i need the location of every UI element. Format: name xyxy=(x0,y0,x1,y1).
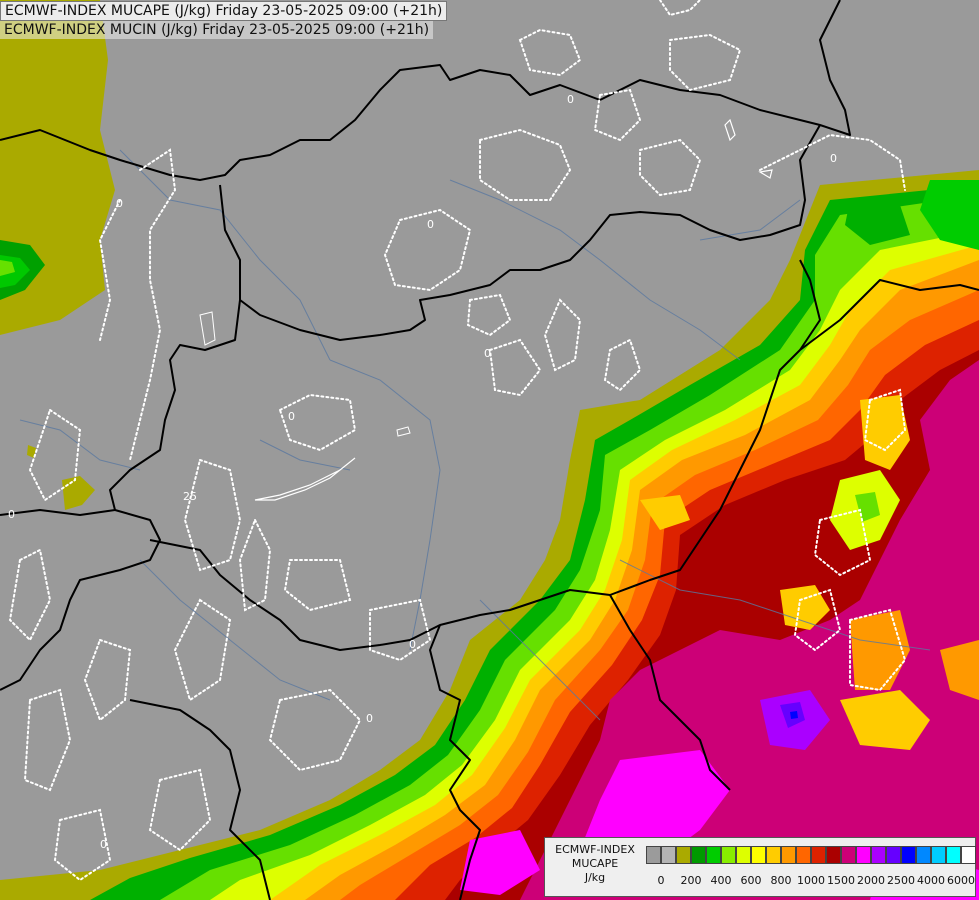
legend-swatch xyxy=(841,846,856,864)
legend-tick-label: 400 xyxy=(710,874,732,887)
legend-swatch xyxy=(886,846,901,864)
legend-tick-label: 4000 xyxy=(917,874,945,887)
contour-label: 25 xyxy=(183,490,197,503)
legend-swatch xyxy=(676,846,691,864)
contour-label: 0 xyxy=(427,218,434,231)
legend-swatch xyxy=(721,846,736,864)
legend-tick-label: 200 xyxy=(680,874,702,887)
legend-swatch xyxy=(856,846,871,864)
contour-label: 0 xyxy=(830,152,837,165)
legend-title-line: ECMWF-INDEX xyxy=(555,843,635,856)
legend-swatch xyxy=(796,846,811,864)
contour-label: 0 xyxy=(8,508,15,521)
legend-swatch xyxy=(766,846,781,864)
legend-swatch xyxy=(826,846,841,864)
legend-tick-label: 2000 xyxy=(857,874,885,887)
legend-swatch xyxy=(931,846,946,864)
legend-swatch xyxy=(781,846,796,864)
legend-swatch xyxy=(946,846,961,864)
legend-swatch xyxy=(811,846,826,864)
contour-label: 0 xyxy=(288,410,295,423)
legend-tick-label: 2500 xyxy=(887,874,915,887)
legend-tick-label: 800 xyxy=(770,874,792,887)
legend-swatch xyxy=(646,846,661,864)
contour-label: 0 xyxy=(409,638,416,651)
legend-tick-label: 6000 xyxy=(947,874,975,887)
legend-ticks: 0 200 400 600 800 1000 1500 2000 2500 4000 6000 xyxy=(646,874,976,888)
legend-swatch xyxy=(736,846,751,864)
legend-swatch xyxy=(691,846,706,864)
colour-legend: ECMWF-INDEX MUCAPE J/kg 0 200 400 600 800 100… xyxy=(544,837,976,897)
border-north xyxy=(0,0,851,181)
contour-label: 0 xyxy=(366,712,373,725)
contour-label: 0 xyxy=(116,197,123,210)
legend-title-line: MUCAPE xyxy=(571,857,619,870)
legend-tick-label: 0 xyxy=(657,874,665,887)
contour-label: 0 xyxy=(100,838,107,851)
legend-swatch xyxy=(961,846,976,864)
legend-tick-label: 1500 xyxy=(827,874,855,887)
legend-swatch xyxy=(706,846,721,864)
contour-label: 0 xyxy=(567,93,574,106)
legend-swatch xyxy=(916,846,931,864)
legend-tick-label: 600 xyxy=(740,874,762,887)
legend-swatch xyxy=(661,846,676,864)
contour-label: 0 xyxy=(484,347,491,360)
legend-swatches xyxy=(646,846,976,864)
legend-tick-label: 1000 xyxy=(797,874,825,887)
legend-swatch xyxy=(751,846,766,864)
legend-title: ECMWF-INDEX MUCAPE J/kg xyxy=(547,843,643,885)
map-title-mucin: ECMWF-INDEX MUCIN (J/kg) Friday 23-05-20… xyxy=(0,21,434,39)
map-title-mucape: ECMWF-INDEX MUCAPE (J/kg) Friday 23-05-2… xyxy=(0,1,448,21)
legend-unit: J/kg xyxy=(584,871,606,884)
lake-outline xyxy=(254,457,356,501)
legend-swatch xyxy=(901,846,916,864)
legend-swatch xyxy=(871,846,886,864)
